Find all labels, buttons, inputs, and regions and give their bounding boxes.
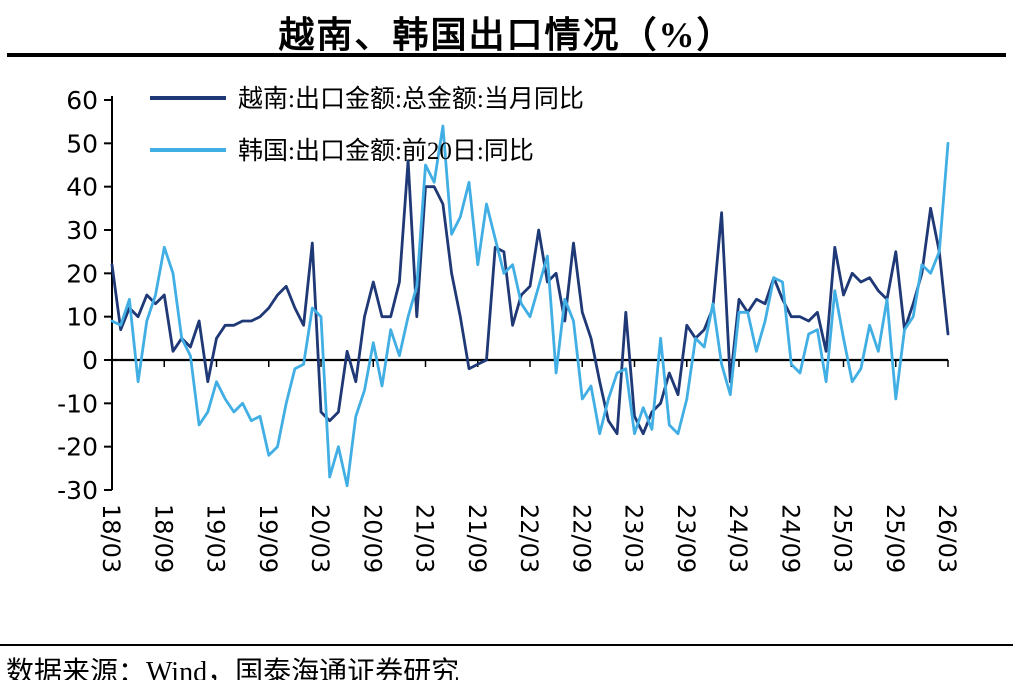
- x-tick-label: 26/03: [933, 504, 961, 573]
- data-source: 数据来源：Wind，国泰海通证券研究: [6, 657, 460, 680]
- y-tick-label: -20: [57, 433, 98, 462]
- series-line-1: [110, 124, 950, 488]
- x-tick-label: 19/09: [254, 504, 282, 573]
- y-tick-label: -10: [57, 389, 98, 418]
- x-tick-label: 24/03: [724, 504, 752, 573]
- title-divider: [7, 53, 1006, 57]
- x-tick-label: 25/09: [881, 504, 909, 573]
- x-tick-label: 23/03: [620, 504, 648, 573]
- y-tick-label: 30: [66, 216, 98, 245]
- x-tick-label: 25/03: [829, 504, 857, 573]
- legend-label-0: 越南:出口金额:总金额:当月同比: [238, 85, 584, 113]
- y-tick-label: 20: [66, 259, 98, 288]
- y-tick-label: -30: [57, 476, 98, 505]
- x-tick-label: 23/09: [672, 504, 700, 573]
- series-line-0: [110, 159, 950, 436]
- y-tick-label: 0: [82, 346, 98, 375]
- x-tick-label: 18/09: [149, 504, 177, 573]
- chart-title: 越南、韩国出口情况（%）: [278, 15, 735, 55]
- x-tick-label: 18/03: [97, 504, 125, 573]
- y-tick-label: 50: [66, 129, 98, 158]
- legend-label-1: 韩国:出口金额:前20日:同比: [238, 137, 534, 165]
- y-tick-label: 40: [66, 173, 98, 202]
- x-tick-label: 21/03: [411, 504, 439, 573]
- x-tick-label: 22/09: [567, 504, 595, 573]
- x-tick-label: 19/03: [202, 504, 230, 573]
- y-tick-label: 10: [66, 303, 98, 332]
- x-tick-label: 20/03: [306, 504, 334, 573]
- x-tick-label: 21/09: [463, 504, 491, 573]
- footer-divider: [0, 644, 1013, 646]
- x-tick-label: 22/03: [515, 504, 543, 573]
- x-tick-label: 20/09: [358, 504, 386, 573]
- x-tick-label: 24/09: [776, 504, 804, 573]
- y-tick-label: 60: [66, 86, 98, 115]
